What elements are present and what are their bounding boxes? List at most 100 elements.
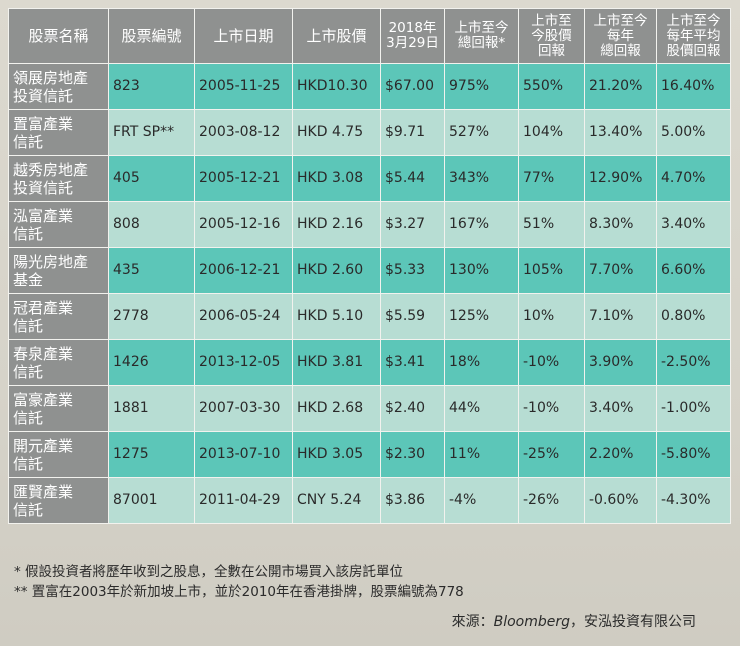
header-cell: 上市日期 xyxy=(194,8,293,64)
header-cell: 2018年 3月29日 xyxy=(380,8,445,64)
stock-name-cell: 領展房地產 投資信託 xyxy=(8,63,109,110)
price-return-cell: 51% xyxy=(518,201,585,248)
stock-name-line: 陽光房地產 xyxy=(13,252,89,271)
total-return-cell: 343% xyxy=(444,155,519,202)
stock-name-cell: 開元產業 信託 xyxy=(8,431,109,478)
price-return-cell: 550% xyxy=(518,63,585,110)
price-return-cell: 77% xyxy=(518,155,585,202)
price-2018-cell: $2.40 xyxy=(380,385,445,432)
price-2018-cell: $67.00 xyxy=(380,63,445,110)
total-return-cell: -4% xyxy=(444,477,519,524)
ipo-price-cell: HKD 2.60 xyxy=(292,247,381,294)
table-row: 春泉產業 信託 1426 2013-12-05 HKD 3.81 $3.41 18% -10%… xyxy=(8,339,731,386)
stock-code-cell: 808 xyxy=(108,201,195,248)
stock-code-cell: 1426 xyxy=(108,339,195,386)
price-2018-cell: $5.59 xyxy=(380,293,445,340)
stock-name-line: 信託 xyxy=(13,316,44,335)
footnote: ** 置富在2003年於新加坡上市，並於2010年在香港掛牌，股票編號為778 xyxy=(14,584,464,600)
header-row: 股票名稱 股票編號 上市日期 上市股價 2018年 3月29日 上市至今 總回報* … xyxy=(8,8,731,64)
total-return-cell: 527% xyxy=(444,109,519,156)
listing-date-cell: 2013-07-10 xyxy=(194,431,293,478)
listing-date-cell: 2006-05-24 xyxy=(194,293,293,340)
price-2018-cell: $3.41 xyxy=(380,339,445,386)
table-row: 匯賢產業 信託 87001 2011-04-29 CNY 5.24 $3.86 -4% -26… xyxy=(8,477,731,524)
price-2018-cell: $5.33 xyxy=(380,247,445,294)
price-2018-cell: $3.27 xyxy=(380,201,445,248)
price-2018-cell: $9.71 xyxy=(380,109,445,156)
total-return-cell: 44% xyxy=(444,385,519,432)
listing-date-cell: 2005-12-16 xyxy=(194,201,293,248)
footnote: * 假設投資者將歷年收到之股息，全數在公開市場買入該房託單位 xyxy=(14,564,404,580)
annual-total-return-cell: 3.90% xyxy=(584,339,657,386)
listing-date-cell: 2013-12-05 xyxy=(194,339,293,386)
source-prefix: 來源： xyxy=(451,614,494,630)
stock-name-line: 基金 xyxy=(13,270,44,289)
total-return-cell: 125% xyxy=(444,293,519,340)
ipo-price-cell: CNY 5.24 xyxy=(292,477,381,524)
stock-name-line: 信託 xyxy=(13,362,44,381)
annual-price-return-cell: -5.80% xyxy=(656,431,731,478)
stock-name-line: 投資信託 xyxy=(13,178,74,197)
price-return-cell: 10% xyxy=(518,293,585,340)
stock-name-cell: 匯賢產業 信託 xyxy=(8,477,109,524)
table-row: 領展房地產 投資信託 823 2005-11-25 HKD10.30 $67.00 975%… xyxy=(8,63,731,110)
ipo-price-cell: HKD 3.81 xyxy=(292,339,381,386)
annual-price-return-cell: 4.70% xyxy=(656,155,731,202)
stock-code-cell: 435 xyxy=(108,247,195,294)
stock-code-cell: 1881 xyxy=(108,385,195,432)
header-cell: 上市至 今股價 回報 xyxy=(518,8,585,64)
total-return-cell: 130% xyxy=(444,247,519,294)
header-line: 每年 xyxy=(607,27,634,44)
header-cell: 上市至今 總回報* xyxy=(444,8,519,64)
header-line: 上市至 xyxy=(531,12,572,29)
stock-name-line: 匯賢產業 xyxy=(13,482,74,501)
stock-name-line: 置富產業 xyxy=(13,114,74,133)
header-line: 2018年 xyxy=(388,20,437,36)
ipo-price-cell: HKD 3.05 xyxy=(292,431,381,478)
stock-name-line: 冠君產業 xyxy=(13,298,74,317)
stock-name-line: 信託 xyxy=(13,500,44,519)
ipo-price-cell: HKD 5.10 xyxy=(292,293,381,340)
stock-code-cell: 823 xyxy=(108,63,195,110)
stock-name-line: 開元產業 xyxy=(13,436,74,455)
annual-price-return-cell: 16.40% xyxy=(656,63,731,110)
header-line: 每年平均 xyxy=(666,27,721,44)
source-suffix: ，安泓投資有限公司 xyxy=(570,614,696,630)
table-row: 冠君產業 信託 2778 2006-05-24 HKD 5.10 $5.59 125% 10%… xyxy=(8,293,731,340)
price-2018-cell: $2.30 xyxy=(380,431,445,478)
ipo-price-cell: HKD 2.68 xyxy=(292,385,381,432)
stock-name-line: 春泉產業 xyxy=(13,344,74,363)
listing-date-cell: 2007-03-30 xyxy=(194,385,293,432)
stock-code-cell: 87001 xyxy=(108,477,195,524)
header-cell: 上市股價 xyxy=(292,8,381,64)
header-cell: 上市至今 每年平均 股價回報 xyxy=(656,8,731,64)
stock-name-line: 投資信託 xyxy=(13,86,74,105)
total-return-cell: 11% xyxy=(444,431,519,478)
price-return-cell: 105% xyxy=(518,247,585,294)
annual-total-return-cell: 21.20% xyxy=(584,63,657,110)
annual-total-return-cell: 7.10% xyxy=(584,293,657,340)
total-return-cell: 18% xyxy=(444,339,519,386)
header-line: 總回報 xyxy=(600,42,641,59)
header-line: 今股價 xyxy=(531,27,572,44)
annual-price-return-cell: 5.00% xyxy=(656,109,731,156)
price-2018-cell: $3.86 xyxy=(380,477,445,524)
stock-name-line: 信託 xyxy=(13,408,44,427)
header-line: 上市至今 xyxy=(666,12,721,29)
annual-price-return-cell: 0.80% xyxy=(656,293,731,340)
header-cell: 股票編號 xyxy=(108,8,195,64)
table-row: 泓富產業 信託 808 2005-12-16 HKD 2.16 $3.27 167% 51% 8… xyxy=(8,201,731,248)
annual-total-return-cell: 3.40% xyxy=(584,385,657,432)
table-row: 陽光房地產 基金 435 2006-12-21 HKD 2.60 $5.33 130% 105… xyxy=(8,247,731,294)
stock-code-cell: 1275 xyxy=(108,431,195,478)
annual-price-return-cell: -4.30% xyxy=(656,477,731,524)
listing-date-cell: 2005-11-25 xyxy=(194,63,293,110)
stock-name-cell: 冠君產業 信託 xyxy=(8,293,109,340)
header-line: 總回報* xyxy=(457,35,506,51)
header-cell: 股票名稱 xyxy=(8,8,109,64)
stock-name-cell: 置富產業 信託 xyxy=(8,109,109,156)
table-row: 開元產業 信託 1275 2013-07-10 HKD 3.05 $2.30 11% -25%… xyxy=(8,431,731,478)
stock-code-cell: FRT SP** xyxy=(108,109,195,156)
source-line: 來源：Bloomberg，安泓投資有限公司 xyxy=(452,611,696,631)
table-row: 富豪產業 信託 1881 2007-03-30 HKD 2.68 $2.40 44% -10%… xyxy=(8,385,731,432)
